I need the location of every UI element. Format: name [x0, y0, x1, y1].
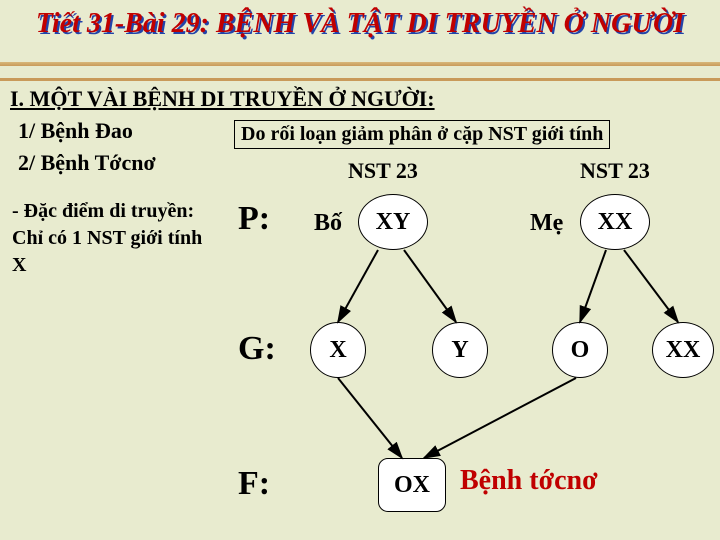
item-2: 2/ Bệnh Tớcnơ	[18, 150, 156, 176]
divider-top	[0, 62, 720, 66]
offspring-oval: OX	[378, 458, 446, 512]
gamete-o-text: O	[571, 337, 590, 364]
mother-oval: XX	[580, 194, 650, 250]
gamete-xx-text: XX	[666, 337, 701, 364]
nst-left: NST 23	[348, 158, 418, 184]
section-title: I. MỘT VÀI BỆNH DI TRUYỀN Ở NGƯỜI:	[10, 86, 435, 112]
divider-bot	[0, 78, 720, 81]
nst-left-text: NST 23	[348, 158, 418, 183]
father-oval: XY	[358, 194, 428, 250]
subtitle-box: Do rối loạn giảm phân ở cặp NST giới tín…	[234, 120, 610, 149]
mother-label: Mẹ	[530, 210, 563, 237]
father-label-text: Bố	[314, 210, 342, 236]
gamete-x: X	[310, 322, 366, 378]
page-title: Tiết 31-Bài 29: BỆNH VÀ TẬT DI TRUYỀN Ở …	[0, 8, 720, 40]
label-g-text: G:	[238, 330, 276, 367]
section-title-text: I. MỘT VÀI BỆNH DI TRUYỀN Ở NGƯỜI:	[10, 86, 435, 111]
father-oval-text: XY	[376, 209, 411, 236]
label-p-text: P:	[238, 200, 270, 237]
mother-oval-text: XX	[598, 209, 633, 236]
note-text: - Đặc điểm di truyền: Chỉ có 1 NST giới …	[12, 200, 202, 276]
result-text: Bệnh tớcnơ	[460, 465, 598, 497]
item-1-text: 1/ Bệnh Đao	[18, 118, 133, 143]
label-p: P:	[238, 200, 270, 238]
gamete-o: O	[552, 322, 608, 378]
nst-right-text: NST 23	[580, 158, 650, 183]
offspring-oval-text: OX	[394, 472, 430, 499]
item-1: 1/ Bệnh Đao	[18, 118, 133, 144]
label-f: F:	[238, 465, 270, 503]
note: - Đặc điểm di truyền: Chỉ có 1 NST giới …	[12, 198, 212, 279]
label-g: G:	[238, 330, 276, 368]
mother-label-text: Mẹ	[530, 210, 563, 236]
subtitle-text: Do rối loạn giảm phân ở cặp NST giới tín…	[241, 123, 603, 145]
gamete-xx: XX	[652, 322, 714, 378]
result-text-span: Bệnh tớcnơ	[460, 465, 598, 496]
gamete-y: Y	[432, 322, 488, 378]
gamete-x-text: X	[329, 337, 346, 364]
title-text: Tiết 31-Bài 29: BỆNH VÀ TẬT DI TRUYỀN Ở …	[36, 8, 684, 39]
item-2-text: 2/ Bệnh Tớcnơ	[18, 150, 156, 175]
gamete-y-text: Y	[451, 337, 468, 364]
label-f-text: F:	[238, 465, 270, 502]
nst-right: NST 23	[580, 158, 650, 184]
father-label: Bố	[314, 210, 342, 237]
